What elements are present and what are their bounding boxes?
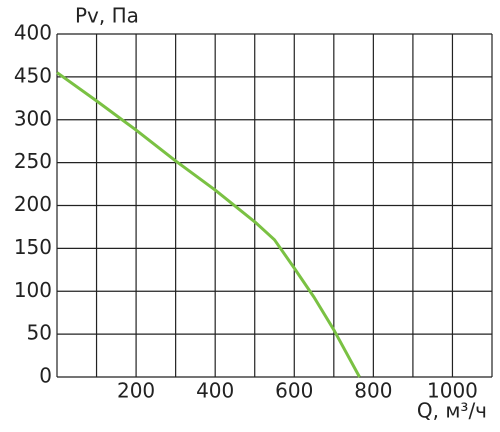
y-tick-label: 250 <box>14 149 52 173</box>
y-tick-label: 100 <box>14 278 52 302</box>
y-tick-label: 200 <box>14 192 52 216</box>
x-axis-label: Q, м³/ч <box>417 399 487 423</box>
y-tick-label: 0 <box>39 364 52 388</box>
y-tick-label: 450 <box>14 63 52 87</box>
x-tick-label: 1000 <box>427 379 478 403</box>
x-tick-label: 800 <box>354 379 392 403</box>
y-axis-label: Pv, Па <box>75 4 139 28</box>
curve <box>56 71 361 378</box>
y-tick-label: 150 <box>14 235 52 259</box>
x-tick-label: 200 <box>117 379 155 403</box>
y-tick-label: 400 <box>14 21 52 45</box>
y-tick-label: 300 <box>14 106 52 130</box>
x-tick-label: 400 <box>196 379 234 403</box>
y-tick-label: 50 <box>27 321 52 345</box>
x-tick-label: 600 <box>275 379 313 403</box>
